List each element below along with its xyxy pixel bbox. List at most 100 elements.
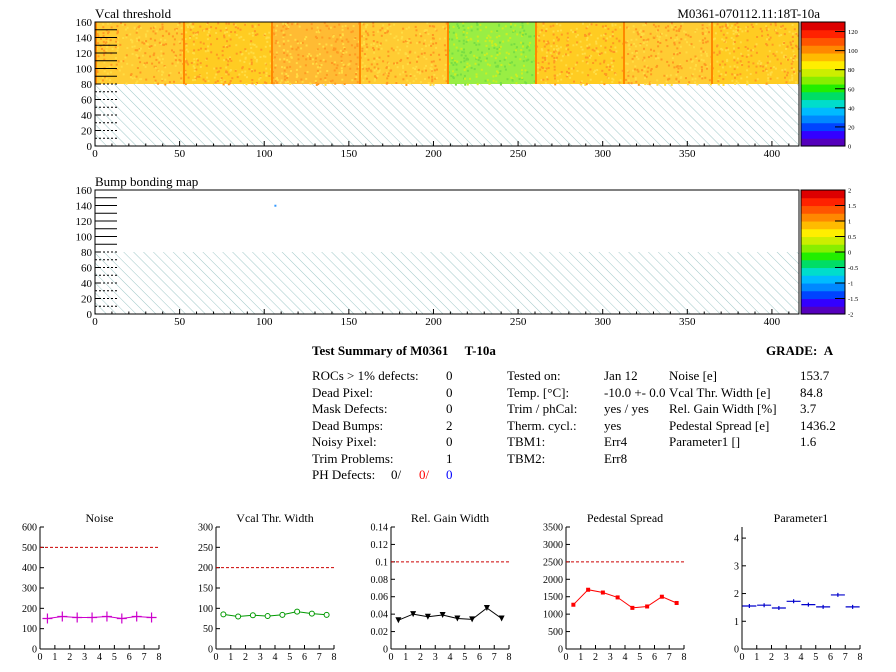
x-tick-label: 250 bbox=[510, 148, 527, 160]
roc-edge bbox=[711, 22, 713, 84]
pixel-noise bbox=[705, 52, 708, 55]
pixel-noise bbox=[195, 37, 198, 40]
pixel-noise bbox=[762, 70, 765, 72]
pixel-noise bbox=[452, 63, 455, 66]
pixel-noise bbox=[699, 50, 702, 53]
pixel-noise bbox=[409, 82, 411, 85]
pixel-noise bbox=[737, 47, 740, 49]
pixel-noise bbox=[501, 27, 504, 30]
pixel-noise bbox=[746, 47, 749, 50]
pixel-noise bbox=[402, 66, 405, 69]
pixel-noise bbox=[676, 53, 679, 56]
pixel-noise bbox=[510, 76, 513, 79]
pixel-noise bbox=[386, 77, 389, 80]
pixel-noise bbox=[583, 52, 586, 55]
pixel-noise bbox=[487, 34, 490, 37]
pixel-noise bbox=[399, 60, 402, 62]
pixel-noise bbox=[341, 71, 343, 74]
z-scale-step bbox=[801, 99, 845, 108]
pixel-noise bbox=[361, 50, 364, 52]
pixel-noise bbox=[415, 65, 418, 68]
dead-bump-point bbox=[274, 204, 277, 207]
z-scale-step bbox=[801, 213, 845, 222]
pixel-noise bbox=[272, 32, 275, 35]
x-tick-label: 150 bbox=[341, 316, 358, 328]
pixel-noise bbox=[775, 50, 778, 53]
pixel-noise bbox=[621, 69, 624, 72]
pixel-noise bbox=[135, 31, 138, 34]
pixel-noise bbox=[417, 68, 420, 71]
pixel-noise bbox=[476, 35, 479, 38]
pixel-noise bbox=[433, 25, 436, 28]
y-tick-label: 160 bbox=[76, 185, 93, 197]
pixel-noise bbox=[315, 75, 318, 78]
pixel-noise bbox=[465, 58, 468, 61]
pixel-noise bbox=[676, 47, 679, 50]
pixel-noise bbox=[285, 23, 287, 25]
pixel-noise bbox=[752, 62, 755, 65]
pixel-noise bbox=[580, 46, 583, 48]
pixel-noise bbox=[137, 39, 140, 42]
pixel-noise bbox=[124, 23, 127, 26]
z-scale-step bbox=[801, 221, 845, 230]
pixel-noise bbox=[491, 40, 494, 43]
pixel-noise bbox=[131, 77, 134, 80]
pixel-noise bbox=[706, 40, 709, 43]
pixel-noise bbox=[179, 53, 182, 56]
z-scale-step bbox=[801, 115, 845, 124]
pixel-noise bbox=[454, 61, 457, 64]
pixel-noise bbox=[615, 37, 618, 40]
pixel-noise bbox=[588, 46, 591, 49]
pixel-noise bbox=[319, 70, 322, 73]
pixel-noise bbox=[585, 61, 588, 64]
pixel-noise bbox=[312, 62, 314, 65]
y-tick-label: 200 bbox=[22, 604, 37, 615]
pixel-noise bbox=[654, 25, 657, 28]
pixel-noise bbox=[635, 50, 638, 53]
pixel-noise bbox=[179, 49, 182, 52]
pixel-noise bbox=[658, 38, 661, 41]
pixel-noise bbox=[761, 34, 764, 37]
pixel-noise bbox=[545, 30, 548, 33]
pixel-noise bbox=[543, 45, 546, 48]
pixel-noise bbox=[287, 39, 290, 42]
pixel-noise bbox=[244, 48, 247, 51]
y-tick-label: 0.06 bbox=[371, 592, 389, 603]
pixel-noise bbox=[533, 35, 536, 38]
pixel-noise bbox=[229, 82, 231, 85]
pixel-noise bbox=[460, 54, 463, 57]
pixel-noise bbox=[601, 69, 604, 72]
pixel-noise bbox=[406, 57, 409, 60]
z-scale-step bbox=[801, 306, 845, 315]
pixel-noise bbox=[656, 79, 659, 82]
pixel-noise bbox=[374, 78, 376, 81]
pixel-noise bbox=[343, 65, 346, 68]
pixel-noise bbox=[227, 73, 230, 76]
pixel-noise bbox=[251, 24, 254, 27]
pixel-noise bbox=[129, 33, 132, 36]
pixel-noise bbox=[458, 26, 460, 29]
x-tick-label: 6 bbox=[127, 652, 132, 663]
pixel-noise bbox=[351, 79, 354, 82]
defect-row: Trim Problems: 1 bbox=[312, 451, 462, 468]
pixel-noise bbox=[120, 65, 123, 68]
pixel-noise bbox=[745, 55, 748, 58]
pixel-noise bbox=[612, 65, 614, 68]
pixel-noise bbox=[776, 58, 779, 61]
pixel-noise bbox=[430, 64, 433, 66]
pixel-noise bbox=[155, 30, 158, 33]
pixel-noise bbox=[604, 46, 607, 49]
pixel-noise bbox=[136, 29, 139, 32]
pixel-noise bbox=[627, 27, 630, 30]
pixel-noise bbox=[180, 27, 183, 30]
pixel-noise bbox=[205, 57, 208, 60]
pixel-noise bbox=[269, 68, 272, 71]
pixel-noise bbox=[131, 41, 134, 44]
pixel-noise bbox=[223, 79, 226, 82]
pixel-noise bbox=[215, 27, 218, 30]
pixel-noise bbox=[650, 54, 653, 57]
x-tick-label: 6 bbox=[477, 652, 482, 663]
x-tick-label: 3 bbox=[82, 652, 87, 663]
pixel-noise bbox=[514, 24, 517, 27]
pixel-noise bbox=[387, 75, 390, 77]
